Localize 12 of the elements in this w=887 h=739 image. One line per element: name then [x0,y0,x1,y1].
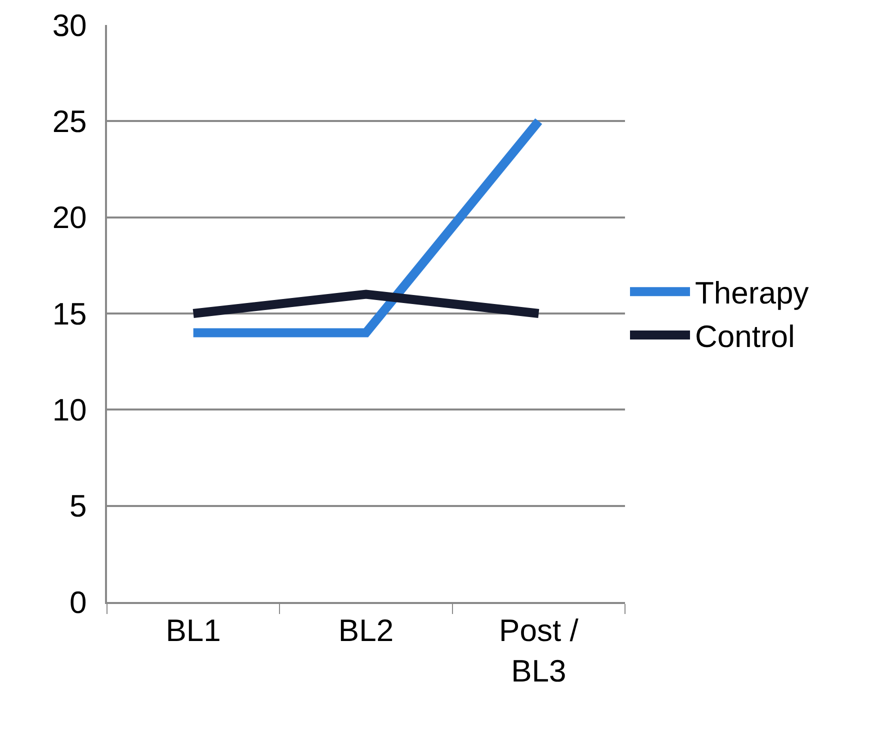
y-tick-label: 20 [52,200,87,236]
y-tick-label: 0 [70,584,87,620]
legend-label: Control [695,319,795,354]
y-tick-label: 25 [52,104,87,140]
x-tick-label: BL2 [338,613,394,648]
y-tick-label: 15 [52,296,87,332]
legend-label: Therapy [695,276,810,311]
y-tick-label: 10 [52,392,87,428]
y-tick-label: 30 [52,8,87,43]
y-tick-label: 5 [70,488,87,524]
x-tick-label: Post / BL3 [499,613,579,688]
x-tick-label: BL1 [166,613,221,648]
